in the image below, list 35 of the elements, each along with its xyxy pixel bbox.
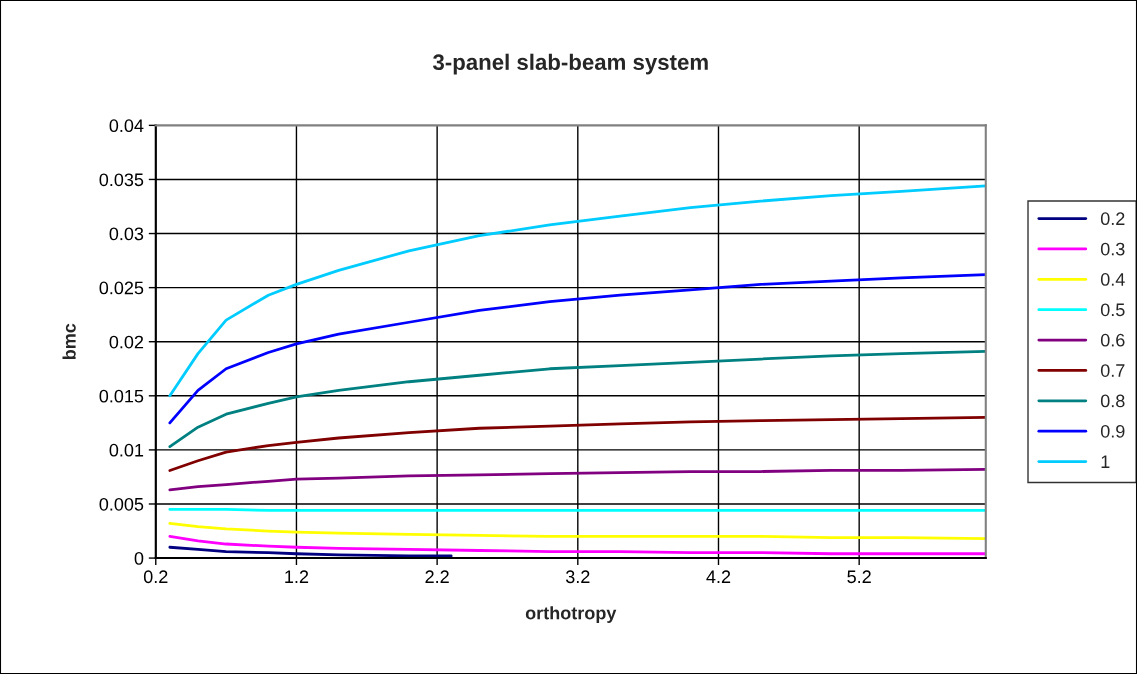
legend-label: 0.5 <box>1100 303 1125 317</box>
y-tick-label: 0.04 <box>109 119 144 133</box>
y-axis-title: bmc <box>62 323 76 360</box>
line-series <box>168 545 453 558</box>
line-series <box>168 522 986 540</box>
legend-label: 0.9 <box>1100 424 1125 438</box>
line-series <box>168 416 986 472</box>
legend-label: 0.4 <box>1100 273 1125 286</box>
x-tick-label: 4.2 <box>706 570 731 583</box>
chart-title: 3-panel slab-beam system <box>432 53 708 75</box>
y-tick-label: 0.005 <box>99 497 144 511</box>
line-series <box>168 535 986 556</box>
x-tick-label: 5.2 <box>847 570 871 584</box>
legend-label: 0.6 <box>1100 333 1125 347</box>
line-series <box>168 184 986 398</box>
y-tick-label: 0.02 <box>109 335 144 349</box>
line-series <box>168 467 986 492</box>
y-tick-label: 0.01 <box>109 443 144 457</box>
x-tick-label: 1.2 <box>285 570 309 583</box>
x-tick-label: 2.2 <box>425 570 449 583</box>
line-series <box>168 273 986 425</box>
y-tick-label: 0.025 <box>99 281 144 295</box>
legend-label: 0.2 <box>1100 212 1125 226</box>
legend-label: 0.3 <box>1100 242 1125 256</box>
legend-label: 0.8 <box>1100 394 1125 408</box>
y-tick-label: 0 <box>134 552 144 565</box>
x-tick-label: 0.2 <box>143 570 168 584</box>
y-tick-label: 0.03 <box>109 227 144 241</box>
x-tick-label: 3.2 <box>565 570 590 584</box>
line-series <box>168 350 986 449</box>
x-axis-title: orthotropy <box>525 606 617 623</box>
y-tick-label: 0.015 <box>99 389 144 403</box>
legend-label: 1 <box>1101 455 1110 468</box>
legend-label: 0.7 <box>1100 364 1125 377</box>
y-tick-label: 0.035 <box>99 173 144 187</box>
